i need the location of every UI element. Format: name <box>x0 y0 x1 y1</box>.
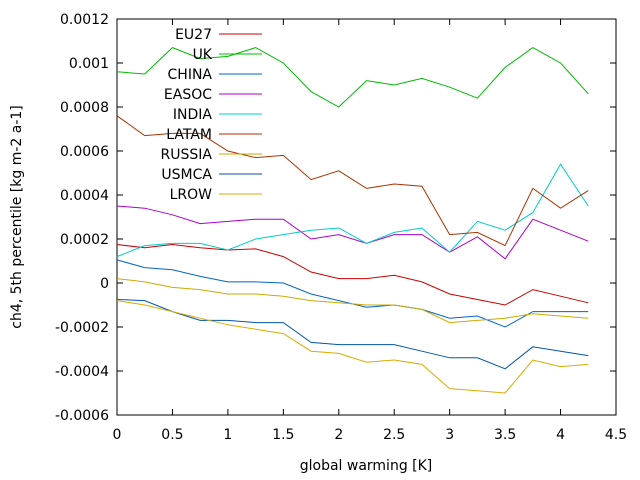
series-line-usmca <box>116 299 589 370</box>
legend-label-russia: RUSSIA <box>161 147 213 163</box>
series-line-lrow <box>116 300 589 394</box>
y-tick-label: 0.0008 <box>60 100 109 116</box>
x-tick-label: 2 <box>334 427 343 443</box>
x-tick-label: 2.5 <box>383 427 405 443</box>
x-tick-label: 3.5 <box>494 427 516 443</box>
series-line-latam <box>116 115 589 247</box>
legend-label-usmca: USMCA <box>161 167 212 183</box>
y-tick-label: 0.0012 <box>60 12 109 28</box>
series-line-uk <box>116 47 589 108</box>
y-tick-label: -0.0002 <box>55 320 109 336</box>
series-layer <box>116 47 589 394</box>
legend-label-china: CHINA <box>168 67 213 83</box>
y-tick-label: 0.001 <box>69 56 109 72</box>
x-tick-label: 1 <box>223 427 232 443</box>
series-line-eu27 <box>116 243 589 306</box>
y-tick-label: -0.0006 <box>55 408 109 424</box>
legend-label-india: INDIA <box>173 107 213 123</box>
x-tick-label: 0.5 <box>161 427 183 443</box>
series-line-india <box>116 163 589 258</box>
x-tick-label: 4 <box>556 427 565 443</box>
y-tick-label: -0.0004 <box>55 364 109 380</box>
x-tick-label: 4.5 <box>605 427 627 443</box>
y-tick-label: 0 <box>100 276 109 292</box>
plot-frame <box>116 18 617 416</box>
x-tick-label: 1.5 <box>272 427 294 443</box>
y-tick-label: 0.0002 <box>60 232 109 248</box>
series-line-easoc <box>116 205 589 260</box>
x-axis-title: global warming [K] <box>300 458 433 474</box>
y-tick-label: 0.0006 <box>60 144 109 160</box>
x-tick-label: 3 <box>445 427 454 443</box>
legend-label-eu27: EU27 <box>175 27 212 43</box>
legend-label-easoc: EASOC <box>164 87 212 103</box>
legend-label-latam: LATAM <box>166 127 212 143</box>
x-tick-label: 0 <box>113 427 122 443</box>
axis-ticks: 0 0.5 1 1.5 2 2.5 3 3.5 4 4.5 -0.0006 -0.0004 -0.000… <box>55 12 627 443</box>
y-tick-label: 0.0004 <box>60 188 109 204</box>
legend-label-uk: UK <box>193 47 213 63</box>
series-line-russia <box>116 278 589 324</box>
y-axis-title: ch4, 5th percentile [kg m-2 a-1] <box>9 105 25 329</box>
legend: EU27 UK CHINA EASOC INDIA LATAM RUSSIA USMCA LRO… <box>161 27 262 203</box>
legend-label-lrow: LROW <box>170 187 213 203</box>
